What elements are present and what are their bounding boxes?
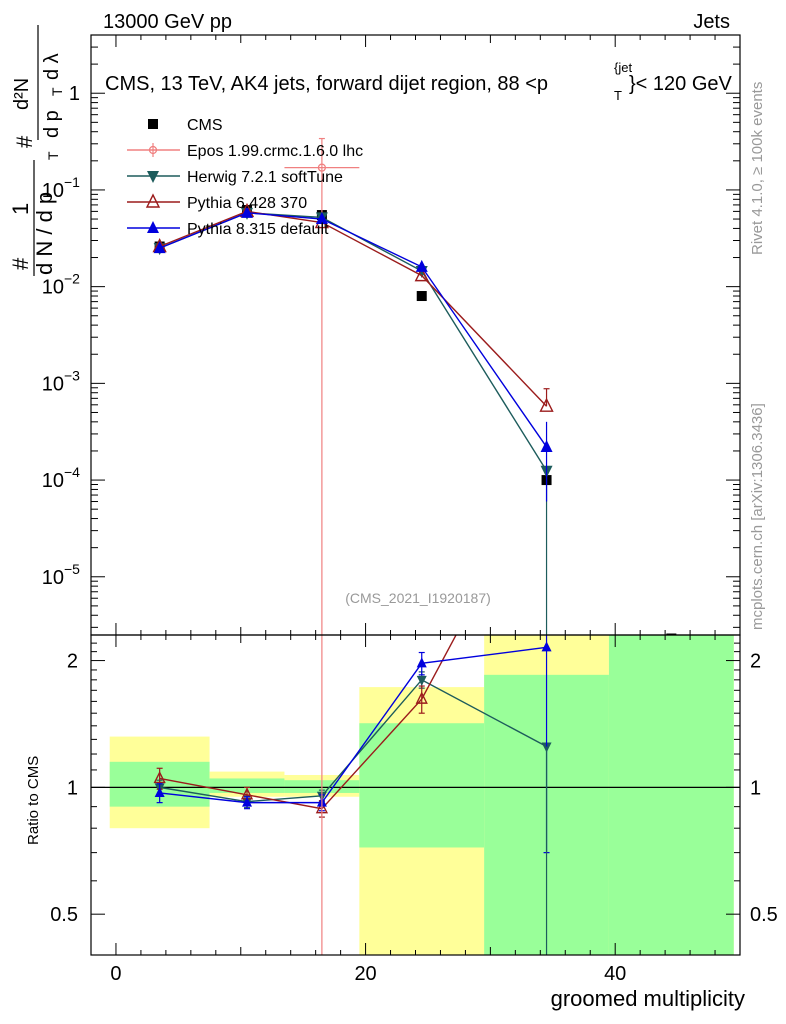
ratio-y-tick-label-left: 2 [67, 651, 78, 673]
legend-entry: CMS [148, 117, 223, 134]
main-point [539, 397, 554, 412]
y-tick-label: 10 [42, 180, 64, 202]
y-tick-label: 10 [42, 470, 64, 492]
legend-label: Pythia 8.315 default [187, 221, 329, 238]
main-point [315, 212, 328, 225]
ratio-band-green-5 [608, 635, 734, 955]
main-y-axis-title: # 1 d N / d p T # d²N d p T d λ [8, 25, 65, 276]
svg-text:T: T [614, 88, 622, 103]
svg-text:d N / d p: d N / d p [32, 192, 57, 275]
legend-entry: Epos 1.99.crmc.1.6.0 lhc [127, 143, 363, 160]
ratio-point [242, 796, 253, 807]
ratio-y-tick-label-left: 0.5 [50, 904, 78, 926]
main-series [152, 137, 677, 635]
ratio-point [415, 691, 428, 704]
y-tick-exponent: −5 [64, 561, 80, 577]
ratio-series [153, 635, 552, 955]
mcplots-label: mcplots.cern.ch [arXiv:1306.3436] [749, 403, 766, 630]
svg-text:#: # [8, 257, 33, 270]
main-line-4 [159, 212, 548, 448]
x-axis-title: groomed multiplicity [551, 986, 745, 1011]
main-line-2 [159, 212, 548, 472]
x-tick-label: 20 [354, 963, 376, 985]
legend-entry: Pythia 6.428 370 [127, 193, 307, 212]
svg-text:T: T [45, 151, 61, 160]
y-tick-exponent: −4 [64, 464, 80, 480]
ratio-point [416, 657, 427, 668]
main-point [414, 267, 429, 282]
svg-text:d p: d p [41, 110, 63, 138]
main-point [153, 241, 166, 254]
ratio-band-green-1 [209, 778, 285, 793]
y-tick-exponent: −3 [64, 367, 80, 383]
ratio-y-tick-label-right: 2 [750, 651, 761, 673]
y-tick-label: 10 [42, 567, 64, 589]
ratio-band-green-3 [359, 723, 485, 848]
svg-text:d²N: d²N [11, 78, 33, 110]
process-label: Jets [693, 11, 730, 33]
legend-entry: Pythia 8.315 default [127, 221, 329, 238]
svg-text:d λ: d λ [41, 53, 63, 80]
legend-label: Epos 1.99.crmc.1.6.0 lhc [187, 143, 363, 160]
plot-title: CMS, 13 TeV, AK4 jets, forward dijet reg… [105, 60, 733, 103]
legend-label: Herwig 7.2.1 softTune [187, 169, 343, 186]
ratio-point [153, 770, 166, 784]
svg-text:1: 1 [8, 203, 33, 215]
ratio-y-axis-title: Ratio to CMS [25, 756, 42, 845]
x-tick-label: 40 [604, 963, 626, 985]
legend: CMS Epos 1.99.crmc.1.6.0 lhc Herwig 7.2.1 … [127, 117, 363, 238]
ratio-y-tick-label-right: 1 [750, 777, 761, 799]
svg-text:T: T [49, 87, 65, 96]
legend-marker [147, 171, 159, 183]
legend-label: Pythia 6.428 370 [187, 195, 307, 212]
legend-marker [148, 145, 158, 155]
y-tick-label: 10 [42, 373, 64, 395]
legend-entry: Herwig 7.2.1 softTune [127, 169, 343, 186]
y-tick-exponent: −2 [64, 271, 80, 287]
legend-marker [145, 193, 161, 208]
main-point [317, 163, 327, 172]
x-tick-label: 0 [110, 963, 121, 985]
main-point [241, 205, 254, 218]
ratio-y-tick-label-right: 0.5 [750, 904, 778, 926]
main-point [666, 633, 677, 635]
main-point [416, 291, 427, 302]
energy-label: 13000 GeV pp [103, 11, 232, 33]
svg-text:}< 120 GeV: }< 120 GeV [629, 73, 733, 95]
legend-label: CMS [187, 117, 223, 134]
ratio-point [416, 675, 427, 686]
analysis-id: (CMS_2021_I1920187) [345, 590, 491, 606]
legend-marker [147, 221, 159, 233]
y-tick-label: 1 [69, 83, 80, 105]
rivet-label: Rivet 4.1.0, ≥ 100k events [749, 82, 766, 255]
y-tick-exponent: −1 [64, 174, 80, 190]
ratio-point [154, 786, 165, 797]
main-point [415, 259, 428, 272]
svg-text:CMS, 13 TeV, AK4 jets, forward: CMS, 13 TeV, AK4 jets, forward dijet reg… [105, 73, 548, 95]
ratio-y-tick-label-left: 1 [67, 777, 78, 799]
legend-marker [148, 119, 158, 129]
ratio-point [541, 641, 552, 652]
svg-text:{jet: {jet [614, 60, 632, 75]
y-tick-label: 10 [42, 277, 64, 299]
svg-text:#: # [12, 135, 37, 148]
